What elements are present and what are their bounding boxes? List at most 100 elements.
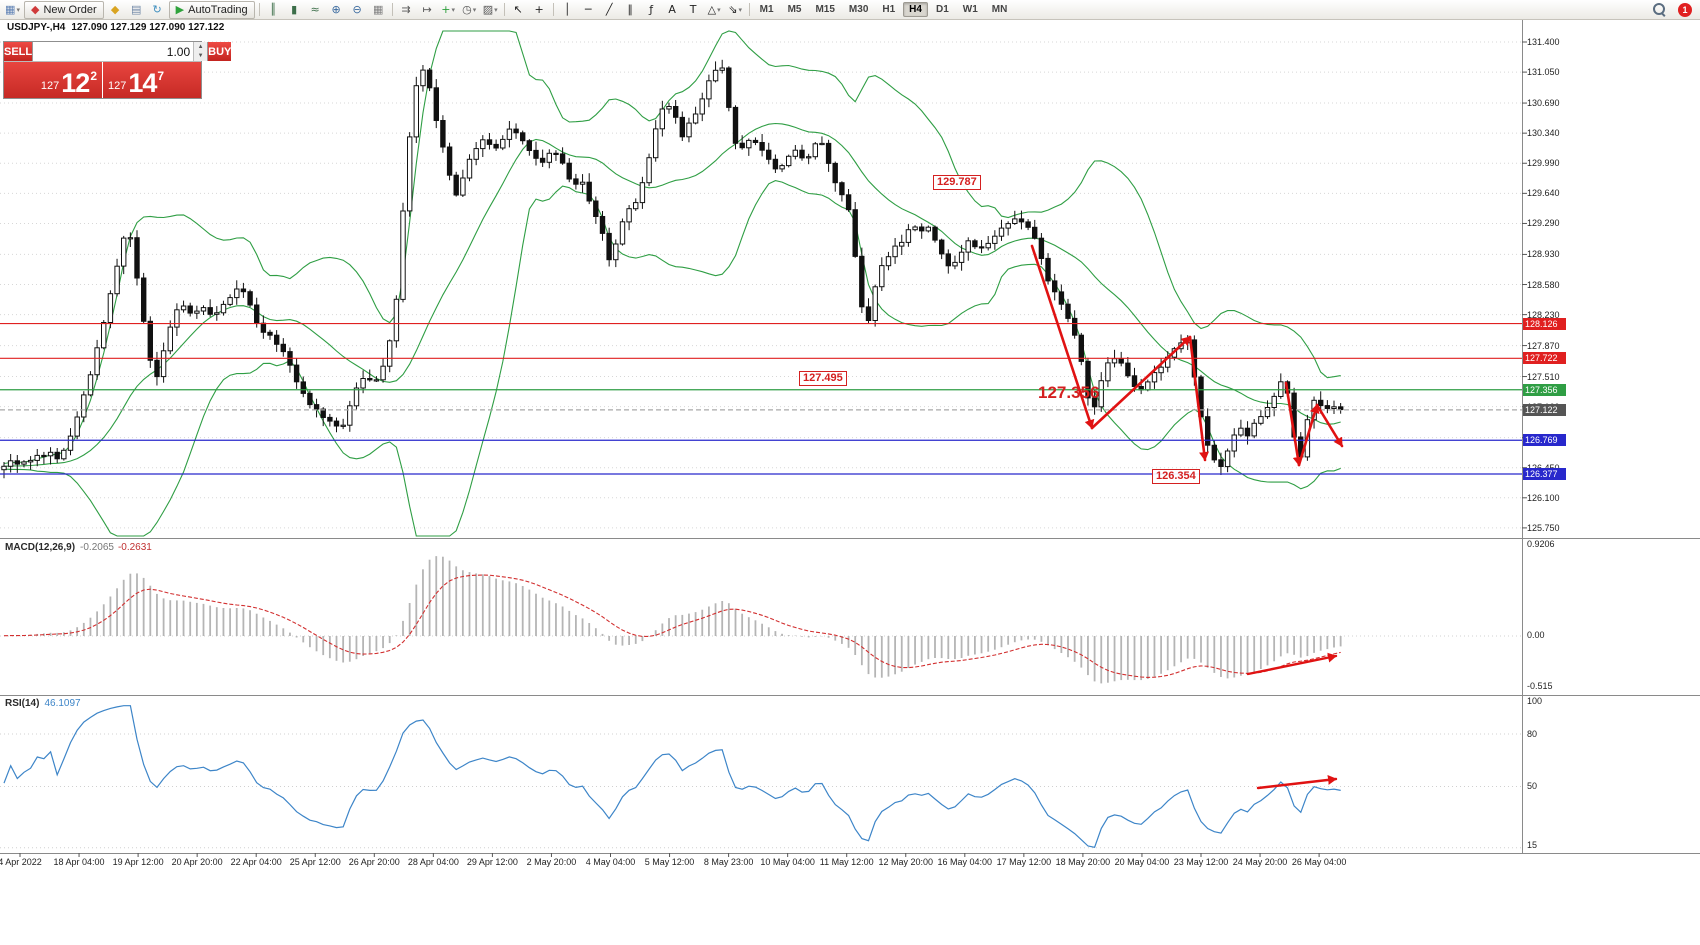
toolbar: ▦ ▾ ◆ New Order ◆ ▤ ↻ ▶ AutoTrading ║ ▮ ≈ ⊕ ⊖ ▦ ⇉ ↦ + ▾ ◷ ▾ ▨… (0, 0, 1700, 20)
trend-arrow[interactable] (1315, 403, 1344, 448)
price-tick-label: 126.100 (1527, 492, 1560, 503)
sell-button[interactable]: SELL (4, 42, 33, 61)
buy-price[interactable]: 127 14 7 (103, 62, 201, 98)
bollinger-mid-band[interactable] (3, 122, 1341, 467)
price-marker-126.769: 126.769 (1523, 434, 1566, 447)
mql5-icon[interactable]: ◆ (106, 1, 125, 19)
trend-arrow[interactable] (1090, 335, 1192, 430)
sell-price[interactable]: 127 12 2 (4, 62, 102, 98)
sell-price-big: 12 (61, 68, 90, 98)
price-tick-label: 128.930 (1527, 249, 1560, 260)
volume-down-button[interactable]: ▼ (194, 51, 208, 61)
volume-up-button[interactable]: ▲ (194, 42, 208, 52)
time-axis-label: 18 May 20:00 (1055, 857, 1111, 867)
timeframe-m1-button[interactable]: M1 (759, 4, 774, 15)
refresh-icon[interactable]: ↻ (148, 1, 167, 19)
timeframe-m5-button[interactable]: M5 (787, 4, 802, 15)
horizontal-line-icon[interactable]: ─ (579, 1, 598, 19)
timeframe-w1-button[interactable]: W1 (962, 4, 978, 15)
grid-icon[interactable]: ▦ (369, 1, 388, 19)
trend-arrow[interactable] (1188, 335, 1209, 462)
candle-body (659, 108, 665, 130)
bollinger-up-band[interactable] (3, 30, 1341, 465)
candle-body (646, 157, 652, 184)
line-chart-icon[interactable]: ≈ (306, 1, 325, 19)
cursor-icon[interactable]: ↖ (509, 1, 528, 19)
fibonacci-icon[interactable]: ƒ (642, 1, 661, 19)
fibonacci-icon-glyph: ƒ (649, 2, 654, 16)
candle-body (799, 149, 805, 159)
rsi-line[interactable] (3, 705, 1341, 848)
data-window-icon[interactable]: ▤ (127, 1, 146, 19)
candle-body (806, 156, 812, 159)
mql5-icon-glyph: ◆ (110, 2, 120, 16)
candle-body (1251, 422, 1257, 437)
search-icon[interactable] (1653, 3, 1666, 16)
zoom-out-icon[interactable]: ⊖ (348, 1, 367, 19)
candle-body (513, 128, 519, 134)
candle-body (885, 256, 892, 267)
horizontal-line-icon-glyph: ─ (584, 2, 592, 16)
templates-icon[interactable]: ▨ ▾ (481, 1, 500, 19)
new-order-button[interactable]: ◆ New Order (24, 0, 104, 19)
periods-icon[interactable]: ◷ ▾ (460, 1, 479, 19)
crosshair-icon[interactable]: + (530, 1, 549, 19)
rsi-arrow[interactable] (1256, 774, 1338, 790)
volume-input[interactable] (33, 42, 194, 61)
candle-body (872, 286, 878, 321)
level-annotation-127.356[interactable]: 127.356 (1038, 383, 1100, 402)
timeframe-d1-button[interactable]: D1 (935, 4, 949, 15)
toolbar-separator (748, 3, 750, 16)
timeframe-h4-button[interactable]: H4 (903, 2, 928, 17)
buy-button[interactable]: BUY (208, 42, 232, 61)
equidistant-channel-icon[interactable]: ∥ (621, 1, 640, 19)
trend-arrow[interactable] (1284, 381, 1303, 467)
timeframe-mn-button[interactable]: MN (991, 4, 1008, 15)
text-icon[interactable]: A (663, 1, 682, 19)
macd-arrow[interactable] (1246, 652, 1338, 676)
grid-icon-glyph: ▦ (372, 2, 384, 16)
trend-arrow[interactable] (1297, 403, 1320, 467)
price-marker-126.377: 126.377 (1523, 467, 1566, 480)
candle-body (1151, 372, 1158, 383)
indicators-icon[interactable]: + ▾ (439, 1, 458, 19)
timeframe-m15-button[interactable]: M15 (815, 4, 835, 15)
timeframe-m30-button[interactable]: M30 (848, 4, 869, 15)
candle-body (14, 460, 21, 465)
candle-body (686, 122, 692, 138)
text-label-icon[interactable]: T (684, 1, 703, 19)
trendline-icon[interactable]: ╱ (600, 1, 619, 19)
bollinger-lo-band[interactable] (3, 180, 1341, 537)
new-chart-icon[interactable]: ▦ ▾ (3, 1, 22, 19)
trend-arrow[interactable] (1030, 244, 1095, 430)
price-tick-label: 131.050 (1527, 67, 1560, 78)
chevron-down-icon: ▾ (738, 6, 743, 14)
candle-body (407, 136, 413, 212)
price-annotation-126.354[interactable]: 126.354 (1152, 469, 1200, 484)
text-label-icon-glyph: T (689, 2, 697, 16)
shapes-icon[interactable]: △ ▾ (705, 1, 724, 19)
auto-scroll-icon[interactable]: ⇉ (397, 1, 416, 19)
candle-body (1205, 416, 1211, 446)
macd-signal-line[interactable] (3, 574, 1341, 678)
notification-badge[interactable]: 1 (1678, 2, 1692, 17)
price-annotation-127.495[interactable]: 127.495 (799, 371, 847, 386)
candle-body (1032, 226, 1038, 239)
candlestick-chart-icon[interactable]: ▮ (285, 1, 304, 19)
autotrading-button[interactable]: ▶ AutoTrading (168, 0, 255, 19)
price-annotation-129.787[interactable]: 129.787 (933, 175, 981, 190)
arrows-icon[interactable]: ⇘ ▾ (726, 1, 745, 19)
bar-chart-icon[interactable]: ║ (264, 1, 283, 19)
candle-body (293, 364, 300, 383)
vertical-line-icon[interactable]: │ (558, 1, 577, 19)
candle-body (313, 404, 320, 410)
candle-body (27, 459, 34, 463)
time-axis-label: 25 Apr 12:00 (289, 857, 341, 867)
candle-body (101, 322, 107, 349)
chart-shift-icon[interactable]: ↦ (418, 1, 437, 19)
timeframe-h1-button[interactable]: H1 (882, 4, 896, 15)
candle-body (1125, 362, 1131, 377)
zoom-in-icon[interactable]: ⊕ (327, 1, 346, 19)
macd-axis-label: 0.00 (1527, 630, 1545, 640)
